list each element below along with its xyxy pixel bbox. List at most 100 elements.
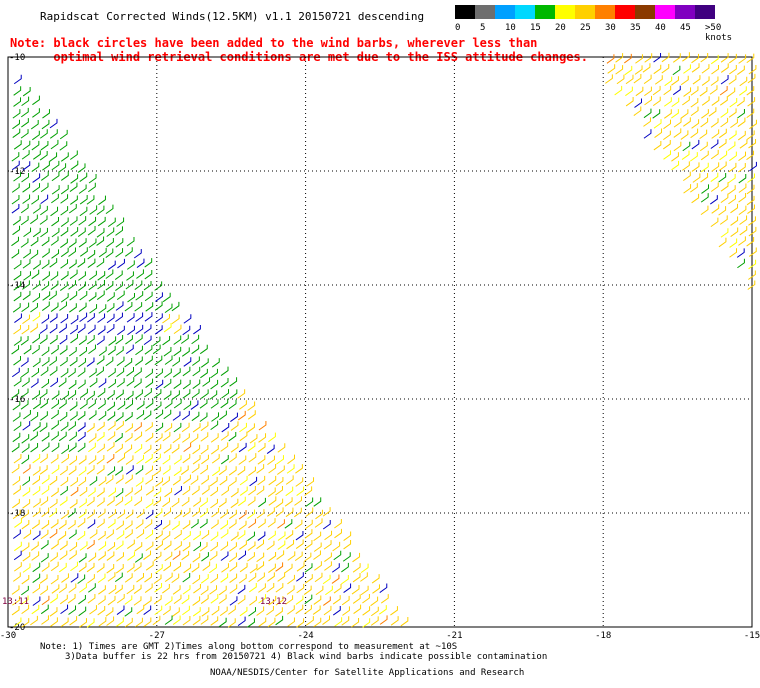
wind-barb bbox=[69, 182, 78, 192]
wind-barb bbox=[59, 550, 68, 561]
wind-barb bbox=[313, 531, 322, 542]
wind-barb bbox=[61, 454, 69, 464]
wind-barb bbox=[117, 325, 125, 336]
wind-barb bbox=[219, 410, 227, 421]
wind-barb bbox=[78, 466, 87, 476]
wind-barb bbox=[40, 227, 48, 238]
wind-barb bbox=[13, 550, 22, 561]
wind-barb bbox=[200, 464, 208, 475]
footer-credit: NOAA/NESDIS/Center for Satellite Applica… bbox=[210, 668, 525, 678]
wind-barb bbox=[193, 541, 201, 552]
wind-barb bbox=[201, 530, 210, 540]
wind-barb bbox=[736, 97, 745, 107]
wind-barb bbox=[136, 573, 144, 583]
wind-barb bbox=[60, 314, 69, 324]
wind-barb bbox=[183, 474, 191, 484]
wind-barb bbox=[164, 572, 173, 583]
wind-barb bbox=[616, 74, 625, 85]
wind-barb bbox=[351, 617, 360, 628]
wind-barb bbox=[153, 444, 162, 454]
wind-barb bbox=[20, 400, 29, 410]
wind-barb bbox=[662, 139, 671, 150]
wind-barb bbox=[312, 605, 321, 615]
footer-note-2: 3)Data buffer is 22 hrs from 20150721 4)… bbox=[65, 652, 548, 662]
wind-barb bbox=[143, 605, 152, 615]
wind-barb bbox=[154, 519, 162, 530]
wind-barb bbox=[172, 476, 181, 486]
wind-barb bbox=[201, 485, 210, 495]
wind-barb bbox=[60, 486, 68, 496]
wind-barb bbox=[267, 518, 276, 528]
wind-barb bbox=[49, 475, 58, 486]
wind-barb bbox=[748, 226, 757, 237]
wind-barb bbox=[154, 605, 163, 616]
wind-barb bbox=[229, 542, 237, 552]
plot-frame bbox=[7, 56, 753, 628]
wind-barb bbox=[32, 507, 41, 518]
wind-barb bbox=[20, 336, 29, 346]
wind-barb bbox=[22, 259, 31, 269]
wind-barb bbox=[249, 434, 258, 444]
wind-barb bbox=[50, 594, 58, 604]
wind-barb bbox=[728, 108, 737, 118]
wind-barb bbox=[60, 259, 69, 269]
wind-barbs bbox=[11, 52, 757, 628]
wind-barb bbox=[229, 596, 238, 606]
legend-swatch bbox=[695, 5, 715, 19]
wind-barb bbox=[682, 161, 690, 171]
wind-barb bbox=[49, 118, 58, 129]
wind-barb bbox=[12, 128, 21, 138]
wind-barb bbox=[136, 269, 144, 279]
wind-barb bbox=[49, 607, 58, 617]
wind-barb bbox=[173, 346, 182, 357]
wind-barb bbox=[718, 173, 727, 183]
wind-barb bbox=[59, 129, 68, 140]
wind-barb bbox=[306, 477, 315, 487]
wind-barb bbox=[183, 531, 191, 541]
wind-barb bbox=[50, 574, 59, 585]
wind-barb bbox=[256, 561, 265, 571]
wind-barb bbox=[267, 455, 275, 466]
wind-barb bbox=[325, 585, 333, 596]
wind-barb bbox=[228, 477, 237, 487]
wind-barb bbox=[711, 129, 720, 139]
wind-barb bbox=[164, 368, 172, 378]
wind-barb bbox=[247, 410, 256, 420]
wind-barb bbox=[13, 453, 22, 464]
wind-barb bbox=[107, 466, 116, 476]
wind-barb bbox=[79, 400, 88, 410]
wind-barb bbox=[14, 518, 22, 528]
wind-barb bbox=[107, 542, 116, 552]
wind-barb bbox=[190, 400, 199, 410]
wind-barb bbox=[334, 518, 342, 529]
wind-barb bbox=[152, 615, 161, 626]
legend-swatch bbox=[455, 5, 475, 19]
wind-barb bbox=[106, 303, 115, 313]
wind-barb bbox=[145, 465, 153, 476]
wind-barb bbox=[718, 206, 727, 216]
wind-barb bbox=[173, 529, 182, 540]
wind-barb bbox=[287, 454, 295, 465]
wind-barb bbox=[268, 432, 276, 443]
wind-barb bbox=[51, 227, 60, 238]
wind-barb bbox=[275, 507, 284, 517]
wind-barb bbox=[143, 550, 152, 560]
wind-barb bbox=[32, 390, 40, 400]
wind-barb bbox=[107, 345, 116, 356]
wind-barb bbox=[728, 75, 737, 85]
y-tick-label: -12 bbox=[9, 167, 25, 177]
wind-barb bbox=[749, 161, 757, 172]
wind-barb bbox=[144, 345, 153, 355]
wind-barb bbox=[746, 195, 755, 206]
wind-barb bbox=[40, 205, 48, 216]
wind-barb bbox=[171, 607, 180, 617]
wind-barb bbox=[727, 141, 736, 151]
wind-barb bbox=[210, 519, 219, 530]
wind-barb bbox=[70, 477, 78, 487]
wind-barb bbox=[32, 453, 41, 464]
note-line-1: Note: black circles have been added to t… bbox=[10, 36, 538, 50]
wind-barb bbox=[134, 496, 142, 507]
wind-barb bbox=[50, 519, 59, 529]
wind-barb bbox=[60, 238, 68, 248]
wind-barb bbox=[145, 509, 154, 520]
